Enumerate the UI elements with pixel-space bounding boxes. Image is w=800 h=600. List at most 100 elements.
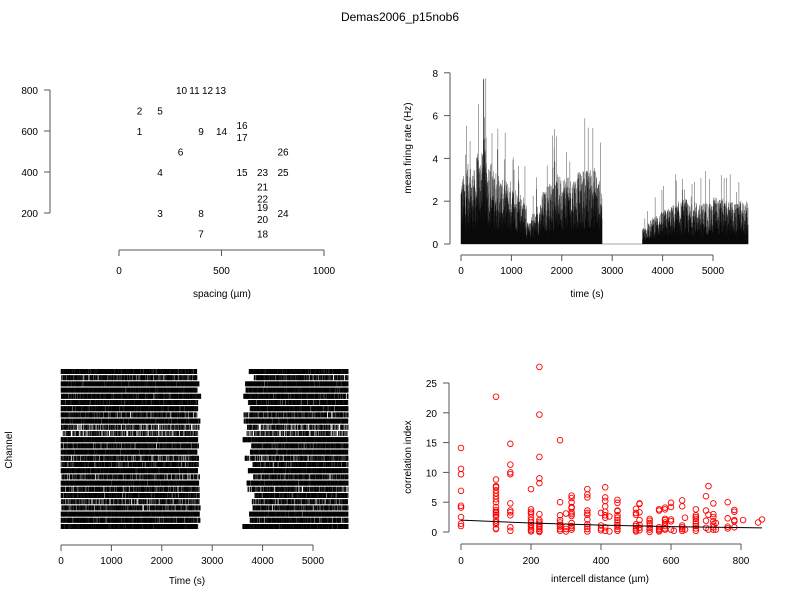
electrode-label: 9: [198, 127, 204, 138]
y-axis-label: Channel: [4, 431, 15, 468]
correlation-point: [601, 497, 609, 505]
x-tick-label: 4000: [251, 556, 274, 567]
correlation-point: [606, 528, 613, 535]
correlation-point: [670, 527, 678, 535]
electrode-label: 11: [189, 86, 200, 97]
y-tick-label: 600: [21, 127, 38, 138]
channel-spike-row: [60, 468, 349, 474]
y-tick-label: 6: [432, 112, 438, 123]
correlation-point: [457, 465, 465, 473]
correlation-point: [601, 484, 609, 491]
electrode-label: 19: [257, 203, 269, 214]
y-tick-label: 10: [426, 468, 438, 479]
correlation-point: [536, 528, 543, 536]
x-axis-label: Time (s): [169, 576, 205, 587]
correlation-point: [527, 525, 535, 532]
correlation-point: [606, 513, 613, 520]
correlation-point: [710, 500, 717, 507]
correlation-point: [584, 516, 591, 523]
correlation-point: [584, 523, 591, 530]
correlation-point: [731, 506, 738, 514]
x-tick-label: 3000: [201, 556, 224, 567]
correlation-point: [614, 527, 621, 535]
correlation-point: [702, 507, 710, 514]
correlation-point: [597, 526, 605, 534]
electrode-label: 8: [198, 209, 204, 220]
correlation-point: [492, 498, 500, 506]
electrode-label: 18: [257, 230, 269, 241]
correlation-point: [758, 516, 766, 523]
electrode-label: 4: [157, 168, 163, 179]
correlation-point: [507, 440, 514, 448]
y-tick-label: 2: [432, 197, 438, 208]
correlation-point: [632, 528, 640, 535]
electrode-label: 12: [202, 86, 214, 97]
correlation-point: [646, 517, 653, 524]
correlation-point: [507, 523, 514, 531]
correlation-point: [507, 527, 514, 535]
electrode-label: 3: [157, 209, 163, 220]
correlation-point: [702, 492, 710, 500]
correlation-point: [568, 524, 575, 532]
correlation-point: [536, 525, 543, 533]
channel-spike-row: [60, 369, 349, 374]
x-axis-label: intercell distance (µm): [551, 574, 649, 585]
correlation-point: [614, 523, 621, 530]
correlation-point: [646, 524, 653, 532]
correlation-point: [556, 519, 564, 526]
y-tick-label: 25: [426, 379, 438, 390]
correlation-point: [507, 470, 514, 478]
channel-spike-row: [60, 486, 349, 492]
correlation-point: [568, 519, 575, 527]
firing-rate-panel: 0 2 4 6 8 0 1000 2000 3000 4000 5000 time (s) mean f…: [403, 69, 749, 300]
channel-spike-row: [60, 462, 349, 467]
electrode-label: 21: [257, 183, 269, 194]
correlation-point: [710, 510, 717, 518]
correlation-point: [556, 512, 564, 519]
correlation-panel: 0 5 10 15 20 25 0 200 400 600 800 intercell distanc…: [403, 363, 766, 585]
channel-spike-row: [60, 424, 349, 430]
channel-spike-row: [60, 480, 349, 486]
correlation-point: [712, 519, 720, 527]
correlation-point: [556, 516, 564, 524]
fit-line: [460, 519, 763, 529]
x-tick-label: 5000: [302, 556, 325, 567]
correlation-point: [584, 525, 591, 533]
correlation-point: [507, 509, 514, 516]
correlation-point: [632, 509, 640, 517]
channel-spike-row: [60, 493, 349, 498]
channel-spike-row: [61, 505, 349, 511]
electrode-label: 2: [137, 107, 143, 118]
correlation-point: [646, 515, 653, 523]
electrode-label: 1: [137, 127, 143, 138]
correlation-point: [584, 511, 591, 518]
correlation-point: [457, 520, 465, 527]
correlation-point: [556, 498, 564, 506]
correlation-point: [507, 461, 514, 468]
channel-spike-row: [60, 412, 349, 418]
correlation-point: [457, 522, 465, 530]
correlation-point: [507, 507, 514, 514]
electrode-label: 24: [277, 209, 289, 220]
correlation-point: [584, 509, 591, 517]
correlation-point: [646, 526, 653, 533]
x-tick-label: 2000: [151, 556, 174, 567]
x-axis-label: spacing (µm): [193, 289, 251, 300]
correlation-point: [457, 513, 465, 521]
x-tick-label: 400: [593, 556, 610, 567]
correlation-point: [536, 510, 543, 518]
channel-spike-row: [61, 474, 349, 480]
figure-title: Demas2006_p15nob6: [341, 10, 459, 24]
channel-spike-row: [60, 393, 349, 399]
correlation-point: [536, 479, 543, 487]
correlation-point: [492, 517, 500, 524]
correlation-point: [678, 525, 686, 533]
correlation-point: [614, 516, 621, 524]
correlation-point: [667, 499, 675, 507]
y-tick-label: 15: [426, 439, 438, 450]
y-tick-label: 5: [431, 498, 437, 509]
correlation-point: [614, 514, 621, 521]
correlation-point: [507, 500, 514, 507]
y-tick-label: 4: [432, 154, 438, 165]
